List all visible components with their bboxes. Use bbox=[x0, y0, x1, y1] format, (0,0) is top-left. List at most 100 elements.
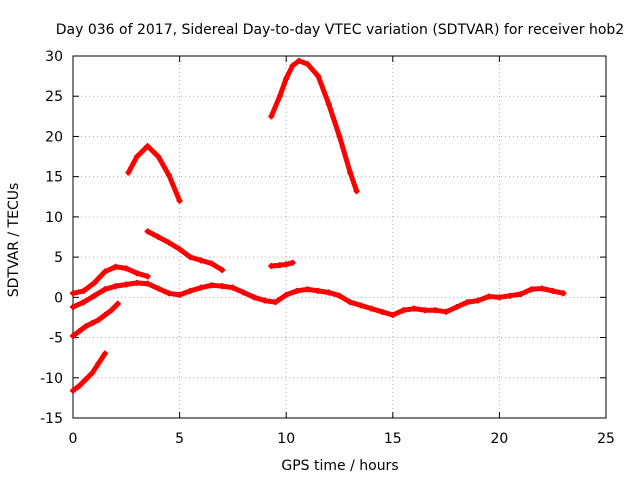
y-tick-label: 0 bbox=[54, 290, 63, 306]
data-point bbox=[123, 281, 130, 288]
data-point bbox=[283, 261, 290, 268]
data-point bbox=[325, 101, 332, 108]
data-point bbox=[347, 169, 354, 176]
series-arc-3 bbox=[70, 300, 121, 339]
data-point bbox=[539, 285, 546, 292]
data-point bbox=[240, 289, 247, 296]
data-point bbox=[325, 289, 332, 296]
data-point bbox=[336, 292, 343, 299]
data-point bbox=[219, 266, 226, 273]
series-arc-5 bbox=[125, 143, 183, 204]
data-point bbox=[268, 113, 275, 120]
data-point bbox=[549, 287, 556, 294]
data-point bbox=[144, 280, 151, 287]
data-point bbox=[95, 360, 102, 367]
data-point bbox=[101, 312, 108, 319]
series-arc-7 bbox=[268, 259, 296, 269]
series-arc-1 bbox=[70, 263, 151, 297]
data-point bbox=[112, 263, 119, 270]
data-point bbox=[347, 299, 354, 306]
series-line bbox=[70, 280, 566, 318]
data-point bbox=[155, 153, 162, 160]
data-point bbox=[165, 172, 172, 179]
data-point bbox=[187, 287, 194, 294]
data-point bbox=[208, 260, 215, 267]
data-point bbox=[421, 307, 428, 314]
data-point bbox=[283, 291, 290, 298]
data-point bbox=[251, 294, 258, 301]
data-point bbox=[443, 308, 450, 315]
data-point bbox=[315, 287, 322, 294]
axis-ticks: 0 5 10 15 20 25 -15 -10 -5 0 5 10 15 20 25 30 bbox=[40, 49, 615, 447]
data-point bbox=[101, 350, 108, 357]
data-point bbox=[261, 297, 268, 304]
data-point bbox=[70, 387, 76, 394]
plot-frame bbox=[72, 55, 607, 419]
x-tick-label: 15 bbox=[384, 431, 402, 447]
data-point bbox=[144, 143, 151, 150]
data-point bbox=[76, 328, 83, 335]
data-point bbox=[268, 262, 275, 269]
data-point bbox=[357, 302, 364, 309]
data-point bbox=[133, 153, 140, 160]
series-arc-2 bbox=[70, 279, 567, 319]
grid bbox=[73, 56, 606, 418]
data-point bbox=[176, 291, 183, 298]
data-point bbox=[95, 316, 102, 323]
data-point bbox=[89, 369, 96, 376]
data-point bbox=[80, 287, 87, 294]
data-point bbox=[528, 286, 535, 293]
data-point bbox=[197, 284, 204, 291]
data-point bbox=[336, 133, 343, 140]
x-tick-label: 25 bbox=[597, 431, 615, 447]
data-point bbox=[208, 282, 215, 289]
data-point bbox=[517, 291, 524, 298]
data-point bbox=[114, 300, 121, 307]
y-axis-label: SDTVAR / TECUs bbox=[6, 183, 22, 298]
data-point bbox=[464, 299, 471, 306]
data-point bbox=[125, 169, 132, 176]
data-point bbox=[507, 292, 514, 299]
data-point bbox=[389, 312, 396, 319]
data-point bbox=[187, 254, 194, 261]
data-point bbox=[289, 259, 296, 266]
data-point bbox=[70, 303, 76, 310]
x-tick-label: 20 bbox=[490, 431, 508, 447]
data-point bbox=[272, 299, 279, 306]
y-tick-label: 20 bbox=[45, 129, 63, 145]
data-point bbox=[304, 61, 311, 68]
data-point bbox=[353, 188, 360, 195]
data-point bbox=[91, 279, 98, 286]
y-tick-label: -10 bbox=[40, 371, 63, 387]
data-point bbox=[108, 307, 115, 314]
series-line bbox=[268, 260, 296, 269]
data-point bbox=[165, 290, 172, 297]
data-point bbox=[379, 308, 386, 315]
series-line bbox=[268, 58, 360, 194]
data-point bbox=[293, 287, 300, 294]
data-point bbox=[89, 320, 96, 327]
data-point bbox=[144, 273, 151, 280]
y-tick-label: 30 bbox=[45, 49, 63, 65]
series-arc-4 bbox=[70, 350, 108, 394]
y-tick-label: -15 bbox=[40, 411, 63, 427]
data-point bbox=[411, 305, 418, 312]
data-point bbox=[165, 239, 172, 246]
data-point bbox=[304, 286, 311, 293]
data-point bbox=[155, 285, 162, 292]
data-point bbox=[101, 268, 108, 275]
x-tick-label: 10 bbox=[277, 431, 295, 447]
data-point bbox=[144, 228, 151, 235]
y-tick-label: 5 bbox=[54, 250, 63, 266]
data-point bbox=[560, 290, 567, 297]
data-point bbox=[229, 284, 236, 291]
series-arc-6 bbox=[144, 228, 226, 273]
data-point bbox=[176, 197, 183, 204]
data-point bbox=[176, 246, 183, 253]
data-point bbox=[112, 283, 119, 290]
data-point bbox=[197, 257, 204, 264]
data-point bbox=[496, 294, 503, 301]
y-tick-label: -5 bbox=[49, 331, 63, 347]
data-point bbox=[101, 286, 108, 293]
y-tick-label: 15 bbox=[45, 170, 63, 186]
